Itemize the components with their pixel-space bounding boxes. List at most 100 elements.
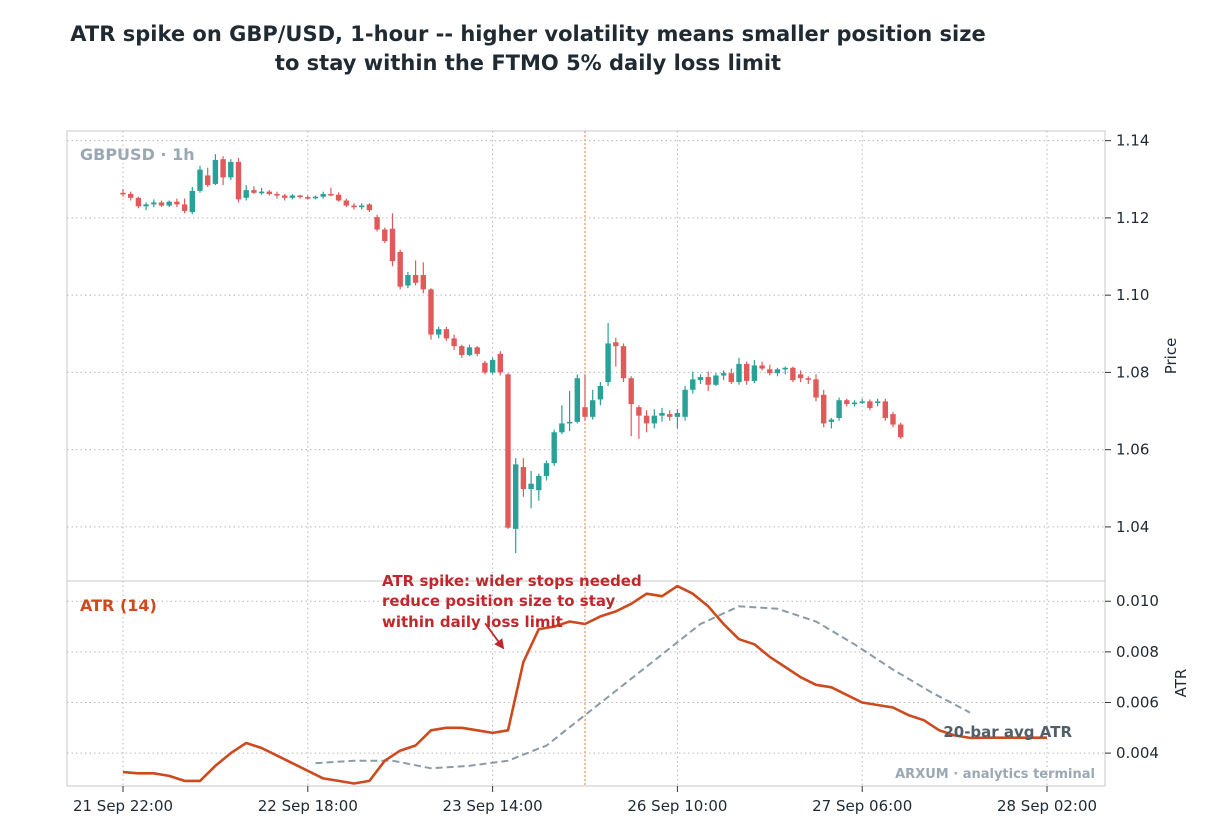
- chart-title-line-1: ATR spike on GBP/USD, 1-hour -- higher v…: [70, 22, 986, 46]
- candle-up: [659, 407, 665, 422]
- candle-body: [405, 275, 411, 286]
- candle-down: [366, 203, 373, 213]
- candle-body: [497, 353, 503, 373]
- candle-up: [697, 374, 704, 385]
- candle-down: [420, 262, 426, 294]
- candle-up: [597, 382, 604, 406]
- candle-body: [636, 407, 642, 416]
- candle-down: [890, 411, 896, 428]
- atr-y-tick-label: 0.010: [1116, 592, 1159, 610]
- candle-body: [243, 190, 249, 198]
- candle-up: [197, 165, 203, 193]
- candle-down: [767, 364, 773, 376]
- candle-body: [436, 329, 442, 335]
- candle-body: [821, 394, 827, 424]
- candle-body: [867, 401, 873, 408]
- candle-body: [590, 400, 596, 417]
- candle-body: [289, 195, 296, 198]
- annotation-line-1: ATR spike: wider stops needed: [382, 572, 642, 590]
- candle-down: [613, 337, 619, 367]
- candle-down: [744, 361, 750, 385]
- price-y-tick-label: 1.14: [1116, 132, 1149, 150]
- candle-up: [312, 195, 319, 200]
- candle-up: [859, 398, 865, 405]
- candle-down: [397, 249, 403, 290]
- candle-up: [590, 389, 596, 420]
- candle-body: [844, 400, 850, 405]
- candle-down: [821, 389, 827, 428]
- candle-body: [705, 377, 711, 385]
- x-tick-label: 22 Sep 18:00: [258, 797, 358, 815]
- candle-down: [705, 371, 711, 391]
- candle-body: [744, 363, 750, 381]
- candle-down: [582, 374, 588, 421]
- price-y-tick-label: 1.04: [1116, 518, 1149, 536]
- price-y-tick-label: 1.12: [1116, 209, 1149, 227]
- candle-body: [597, 385, 604, 400]
- candle-body: [759, 365, 765, 369]
- candle-body: [713, 375, 719, 385]
- candle-up: [436, 326, 442, 339]
- annotation-line-2: reduce position size to stay: [382, 592, 616, 610]
- candle-body: [443, 329, 450, 339]
- candle-down: [844, 398, 850, 407]
- candle-down: [382, 227, 388, 244]
- candle-body: [120, 192, 126, 195]
- candle-body: [382, 229, 388, 242]
- candle-down: [181, 198, 188, 214]
- candle-body: [898, 424, 904, 438]
- candle-body: [212, 159, 219, 184]
- annotation-line-3: within daily loss limit: [382, 613, 563, 631]
- chart-title: ATR spike on GBP/USD, 1-hour -- higher v…: [0, 20, 1056, 78]
- candle-body: [728, 373, 734, 383]
- candle-up: [289, 193, 296, 200]
- avg-atr-line: [315, 605, 971, 770]
- candle-down: [497, 351, 503, 376]
- candle-body: [613, 342, 619, 347]
- price-panel-frame: [66, 130, 1106, 582]
- candle-body: [305, 197, 311, 199]
- candle-body: [890, 414, 896, 425]
- candle-up: [405, 271, 411, 289]
- candle-body: [274, 193, 280, 196]
- candle-body: [805, 378, 811, 380]
- candle-up: [566, 390, 573, 432]
- price-grid: [67, 131, 1105, 581]
- price-y-ticks: 1.04 1.06 1.08 1.10 1.12 1.14: [1105, 132, 1149, 536]
- candle-down: [628, 376, 634, 437]
- candle-down: [174, 198, 180, 208]
- candle-up: [189, 187, 195, 215]
- candle-body: [482, 362, 488, 373]
- candle-up: [513, 458, 519, 554]
- candle-body: [528, 483, 534, 490]
- x-tick-label: 26 Sep 10:00: [627, 797, 727, 815]
- atr-axis-title: ATR: [1172, 669, 1190, 698]
- candle-body: [351, 205, 357, 208]
- price-axis-title: Price: [1162, 338, 1180, 375]
- candle-body: [135, 197, 142, 207]
- candle-body: [874, 401, 881, 403]
- candle-up: [489, 357, 496, 375]
- candle-up: [528, 470, 534, 509]
- candle-body: [428, 289, 434, 335]
- candle-body: [690, 379, 696, 390]
- candle-body: [366, 204, 373, 211]
- candle-body: [205, 175, 211, 186]
- candle-down: [328, 187, 334, 197]
- candle-up: [828, 417, 835, 429]
- candle-up: [359, 203, 365, 210]
- avg-atr-label: 20-bar avg ATR: [943, 723, 1072, 741]
- candle-body: [420, 275, 426, 290]
- candle-body: [667, 414, 673, 417]
- candle-up: [782, 366, 788, 375]
- candle-down: [459, 344, 465, 358]
- candle-body: [397, 251, 403, 287]
- candle-down: [474, 346, 480, 357]
- candle-up: [874, 398, 881, 407]
- candle-body: [189, 190, 195, 213]
- candle-body: [582, 407, 588, 417]
- candle-up: [151, 199, 157, 208]
- candle-body: [181, 204, 188, 211]
- atr-y-tick-label: 0.004: [1116, 744, 1159, 762]
- candle-down: [428, 288, 434, 340]
